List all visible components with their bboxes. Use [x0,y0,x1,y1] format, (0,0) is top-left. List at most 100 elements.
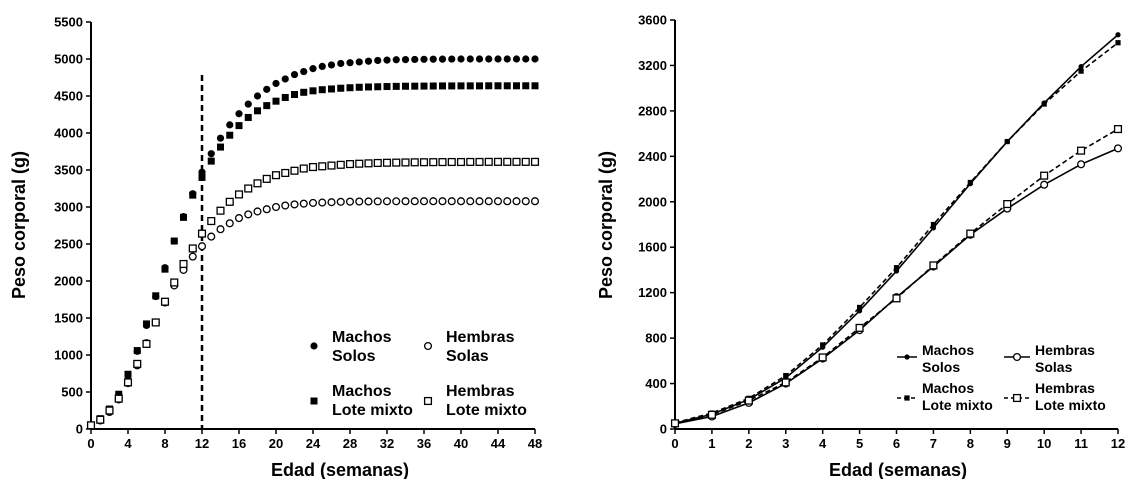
data-point [355,159,364,168]
data-point [503,55,511,63]
data-point [429,55,437,63]
data-point [346,59,354,67]
data-point [503,82,511,90]
legend-label: Machos Solos [922,342,974,375]
legend-marker [423,396,433,406]
y-tick-label: 5500 [54,15,83,30]
data-point [151,318,160,327]
data-point [420,55,428,63]
data-point [503,157,512,166]
x-tick-label: 8 [967,436,974,451]
x-tick-label: 8 [161,436,168,451]
data-point [234,214,244,223]
data-point [855,323,864,332]
data-point [281,93,289,101]
data-point [308,198,318,207]
legend-marker [310,342,318,350]
data-point [893,265,900,271]
data-point [207,157,215,165]
data-point [530,197,540,206]
series-3 [670,125,1123,428]
data-point [244,100,252,108]
data-point [364,197,373,206]
x-tick-label: 48 [528,436,542,451]
data-point [263,102,271,110]
data-point [447,157,456,167]
data-point [818,353,827,362]
legend-label: Hembras Solas [1035,342,1095,375]
y-tick-label: 500 [61,385,83,400]
data-point [439,82,446,90]
data-point [309,87,317,95]
data-point [475,197,484,206]
data-point [96,415,105,424]
y-tick-label: 2000 [638,194,667,209]
data-point [410,197,419,206]
data-point [180,213,187,221]
data-point [327,61,336,69]
data-point [512,157,521,166]
data-point [133,347,141,355]
data-point [216,206,225,215]
data-point [1003,199,1012,209]
data-point [345,160,355,169]
data-point [475,157,484,166]
data-point [522,55,530,63]
data-point [456,197,466,206]
data-point [355,83,363,91]
data-point [225,219,234,228]
x-tick-label: 12 [1111,436,1125,451]
data-point [254,107,261,115]
data-point [373,197,382,206]
data-point [272,79,280,88]
data-point [86,421,96,430]
data-point [512,55,521,63]
data-point [345,197,355,206]
data-point [170,237,178,245]
data-point [411,55,419,64]
data-point [161,265,169,273]
data-point [382,197,392,206]
data-point [244,184,253,193]
data-point [476,82,483,90]
data-point [336,197,345,206]
data-point [244,210,253,219]
data-point [1040,180,1049,189]
data-point [484,157,493,166]
data-point [337,59,345,68]
data-point [447,197,456,206]
y-tick-label: 1000 [54,348,83,363]
data-point [448,82,456,90]
data-point [493,197,503,206]
data-point [419,158,429,167]
data-point [512,197,521,206]
data-point [124,370,132,378]
x-tick-label: 3 [782,436,789,451]
data-point [530,157,540,166]
data-point [401,197,410,206]
data-point [929,261,938,270]
data-point [364,159,373,168]
data-point [290,166,299,175]
data-point [1077,146,1086,155]
data-point [429,158,438,167]
x-tick-label: 9 [1004,436,1011,451]
data-point [170,278,179,287]
data-point [392,56,400,64]
data-point [244,113,252,121]
data-point [235,110,243,118]
y-axis-label: Peso corporal (g) [9,151,29,299]
data-point [318,62,326,70]
data-point [438,55,447,63]
y-tick-label: 2800 [638,103,667,118]
data-point [271,171,281,180]
data-point [197,229,207,238]
y-tick-label: 1500 [54,311,83,326]
x-tick-label: 7 [930,436,937,451]
data-point [429,197,438,206]
data-point [1040,171,1049,180]
data-point [142,339,151,348]
data-point [475,55,484,63]
data-point [892,294,901,303]
